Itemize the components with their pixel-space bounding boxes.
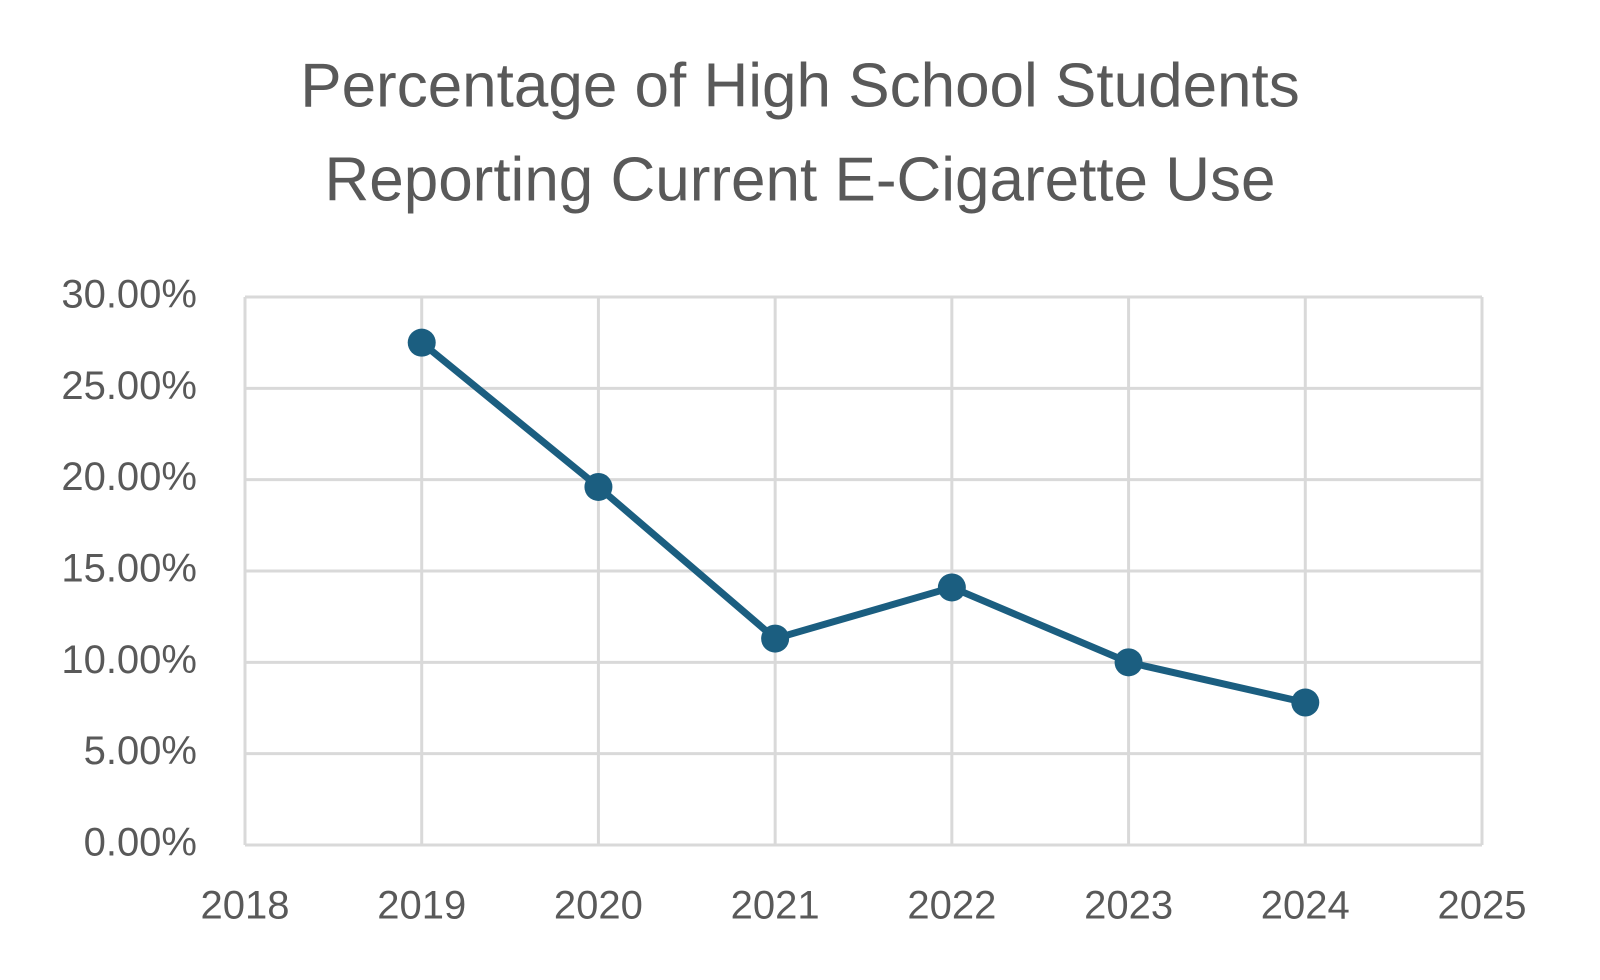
data-point <box>1114 648 1143 677</box>
series-line <box>419 339 1307 706</box>
chart-title: Reporting Current E-Cigarette Use <box>324 145 1275 214</box>
x-tick-label: 2020 <box>554 884 643 928</box>
data-point <box>761 624 790 653</box>
y-tick-label: 5.00% <box>84 729 197 773</box>
x-tick-label: 2024 <box>1261 884 1350 928</box>
y-tick-label: 15.00% <box>61 547 197 591</box>
x-tick-label: 2019 <box>377 884 466 928</box>
y-tick-label: 25.00% <box>61 364 197 408</box>
y-tick-label: 0.00% <box>84 821 197 865</box>
x-tick-label: 2023 <box>1084 884 1173 928</box>
x-tick-label: 2022 <box>907 884 996 928</box>
data-point <box>407 328 436 357</box>
data-point <box>937 573 966 602</box>
y-tick-label: 10.00% <box>61 638 197 682</box>
data-point <box>584 472 613 501</box>
x-tick-label: 2025 <box>1438 884 1527 928</box>
data-point <box>1291 688 1320 717</box>
x-tick-label: 2021 <box>731 884 820 928</box>
x-tick-label: 2018 <box>201 884 290 928</box>
chart-title: Percentage of High School Students <box>300 51 1300 120</box>
y-tick-label: 20.00% <box>61 455 197 499</box>
y-tick-label: 30.00% <box>61 273 197 317</box>
